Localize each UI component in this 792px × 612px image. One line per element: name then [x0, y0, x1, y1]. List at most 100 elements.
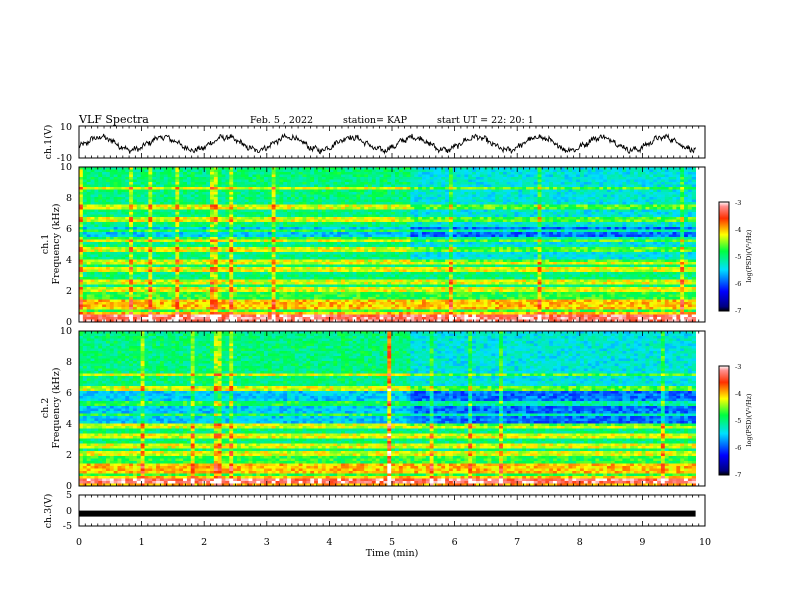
spectrogram-cell: [676, 197, 681, 200]
spectrogram-cell: [252, 179, 257, 183]
spectrogram-cell: [387, 204, 392, 208]
spectrogram-cell: [433, 204, 438, 208]
spectrogram-cell: [660, 192, 666, 195]
spectrogram-cell: [564, 187, 569, 190]
spectrogram-cell: [179, 222, 184, 225]
spectrogram-cell: [225, 177, 230, 180]
spectrogram-cell: [129, 184, 134, 188]
spectrogram-cell: [414, 172, 419, 175]
spectrogram-cell: [641, 187, 646, 190]
spectrogram-cell: [672, 209, 677, 213]
spectrogram-cell: [576, 197, 581, 200]
spectrogram-cell: [244, 234, 249, 238]
spectrogram-cell: [580, 187, 585, 190]
spectrogram-cell: [487, 197, 492, 200]
spectrogram-cell: [283, 209, 288, 213]
spectrogram-cell: [556, 167, 562, 170]
spectrogram-cell: [240, 172, 246, 175]
spectrogram-cell: [302, 227, 307, 230]
spectrogram-cell: [217, 207, 222, 210]
spectrogram-cell: [217, 167, 222, 170]
spectrogram-cell: [506, 227, 512, 230]
spectrogram-cell: [460, 179, 465, 183]
spectrogram-cell: [587, 197, 592, 200]
spectrogram-cell: [152, 239, 157, 243]
spectrogram-cell: [294, 219, 300, 223]
spectrogram-cell: [163, 232, 169, 235]
spectrogram-cell: [676, 227, 681, 230]
spectrogram-cell: [364, 229, 369, 233]
spectrogram-cell: [672, 174, 677, 178]
spectrogram-cell: [102, 239, 107, 243]
spectrogram-cell: [221, 169, 226, 173]
spectrogram-cell: [641, 194, 646, 198]
spectrogram-cell: [344, 184, 350, 188]
spectrogram-cell: [371, 232, 377, 235]
spectrogram-cell: [325, 189, 330, 193]
spectrogram-cell: [129, 229, 134, 233]
spectrogram-cell: [202, 182, 207, 185]
spectrogram-cell: [591, 172, 596, 175]
spectrogram-cell: [664, 169, 670, 173]
spectrogram-cell: [664, 234, 670, 238]
spectrogram-cell: [194, 229, 199, 233]
spectrogram-cell: [510, 204, 515, 208]
spectrogram-cell: [314, 202, 319, 205]
spectrogram-cell: [518, 212, 523, 215]
spectrogram-cell: [580, 207, 585, 210]
spectrogram-cell: [529, 169, 535, 173]
spectrogram-cell: [271, 219, 276, 223]
spectrogram-cell: [117, 184, 122, 188]
spectrogram-cell: [375, 207, 380, 210]
spectrogram-cell: [371, 237, 377, 240]
spectrogram-cell: [256, 179, 261, 183]
spectrogram-cell: [383, 232, 388, 235]
spectrogram-cell: [294, 172, 300, 175]
spectrogram-cell: [283, 224, 288, 228]
spectrogram-cell: [680, 212, 685, 215]
spectrogram-cell: [603, 184, 608, 188]
spectrogram-cell: [163, 217, 169, 220]
spectrogram-cell: [210, 194, 215, 198]
spectrogram-cell: [518, 234, 523, 238]
spectrogram-cell: [529, 227, 535, 230]
spectrogram-cell: [672, 219, 677, 223]
ch1-ylabel: ch.1(V): [43, 125, 54, 160]
spectrogram-cell: [495, 204, 500, 208]
spectrogram-cell: [221, 234, 226, 238]
spectrogram-cell: [545, 232, 550, 235]
spectrogram-cell: [668, 197, 673, 200]
spectrogram-cell: [410, 239, 415, 243]
spectrogram-cell: [136, 234, 142, 238]
spectrogram-cell: [140, 194, 145, 198]
spectrogram-cell: [580, 184, 585, 188]
spectrogram-cell: [202, 212, 207, 215]
spectrogram-cell: [391, 192, 396, 195]
spectrogram-cell: [360, 197, 365, 200]
spectrogram-cell: [129, 207, 134, 210]
spectrogram-cell: [348, 179, 354, 183]
spectrogram-cell: [668, 207, 673, 210]
spectrogram-cell: [117, 212, 122, 215]
spectrogram-cell: [263, 202, 269, 205]
spectrogram-cell: [105, 209, 111, 213]
spectrogram-cell: [406, 212, 411, 215]
spectrogram-cell: [364, 232, 369, 235]
spectrogram-cell: [244, 202, 249, 205]
spectrogram-cell: [510, 232, 515, 235]
spectrogram-cell: [564, 207, 569, 210]
spectrogram-cell: [375, 222, 380, 225]
spectrogram-cell: [452, 227, 458, 230]
spectrogram-cell: [90, 204, 95, 208]
spectrogram-cell: [599, 212, 604, 215]
spectrogram-cell: [375, 172, 380, 175]
spectrogram-cell: [556, 212, 562, 215]
spectrogram-cell: [148, 232, 153, 235]
spectrogram-cell: [314, 204, 319, 208]
spectrogram-cell: [337, 174, 342, 178]
spectrogram-cell: [202, 217, 207, 220]
spectrogram-cell: [583, 224, 589, 228]
spectrogram-cell: [364, 234, 369, 238]
spectrogram-cell: [668, 232, 673, 235]
spectrogram-cell: [514, 177, 519, 180]
